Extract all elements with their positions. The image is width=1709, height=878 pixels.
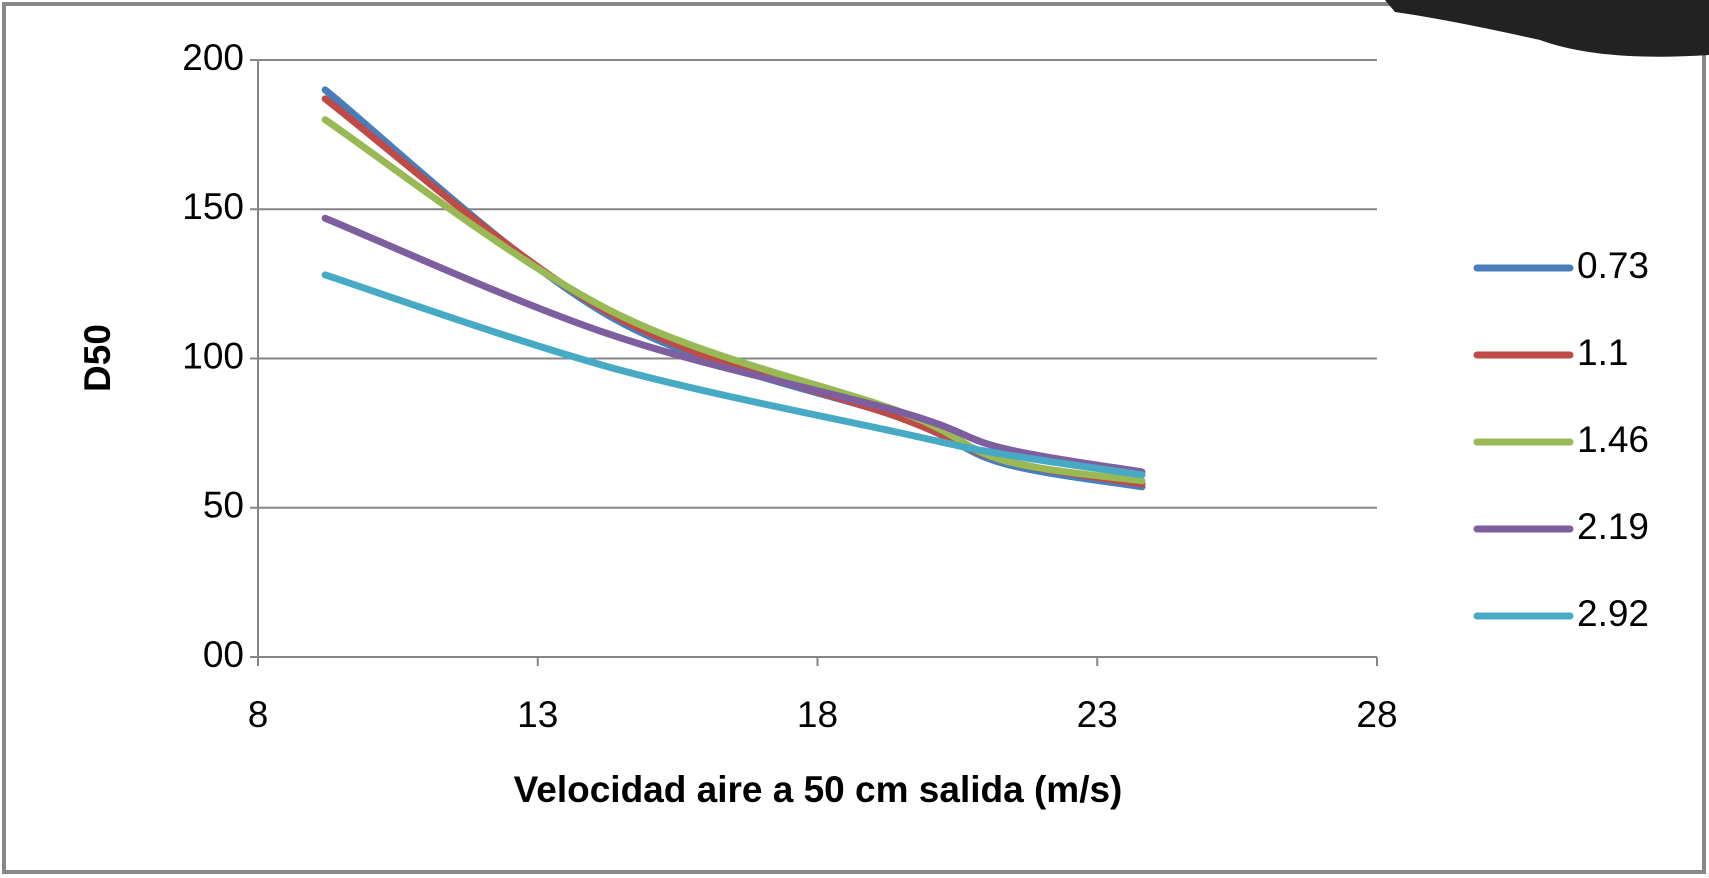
legend-label: 0.73 [1577,245,1649,286]
corner-decoration [1385,0,1709,57]
legend-label: 2.19 [1577,506,1649,547]
x-tick-label: 18 [797,694,838,735]
x-tick-label: 23 [1077,694,1118,735]
legend-label: 1.46 [1577,419,1649,460]
y-tick-label: 100 [182,335,244,376]
x-tick-label: 28 [1356,694,1397,735]
series-line [321,214,1146,476]
y-tick-label: 150 [182,186,244,227]
x-tick-label: 13 [517,694,558,735]
y-axis-title: D50 [77,324,118,392]
legend-label: 2.92 [1577,593,1649,634]
series-line [321,116,1146,485]
y-tick-label: 00 [203,634,244,675]
legend-label: 1.1 [1577,332,1628,373]
y-tick-label: 200 [182,37,244,78]
x-tick-label: 8 [248,694,269,735]
x-axis-title: Velocidad aire a 50 cm salida (m/s) [514,769,1123,810]
y-tick-label: 50 [203,485,244,526]
series-line [321,271,1146,479]
